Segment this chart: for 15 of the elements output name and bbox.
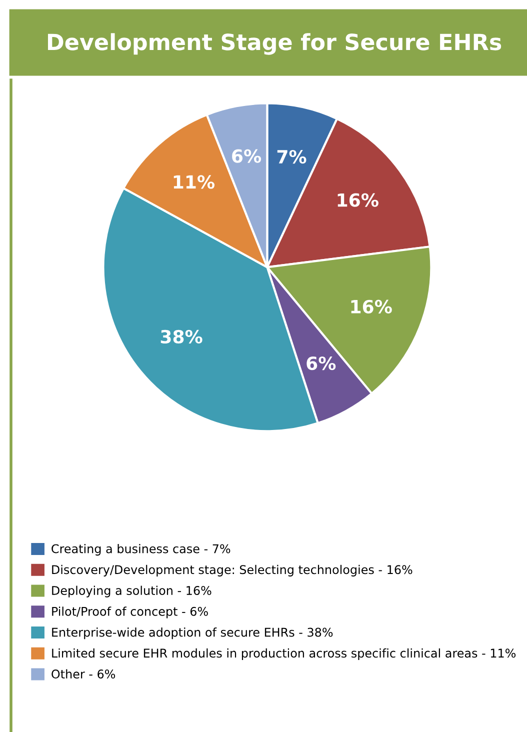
data-label: 11%	[174, 175, 214, 189]
legend-label: Other - 6%	[52, 669, 116, 679]
data-label: 16%	[338, 193, 378, 207]
legend-label: Discovery/Development stage: Selecting technologies - 16%	[52, 564, 412, 576]
data-label: 6%	[306, 356, 336, 370]
chart-title: Development Stage for Secure EHRs	[48, 33, 502, 55]
legend-label: Creating a business case - 7%	[52, 544, 230, 556]
data-label: 6%	[232, 149, 262, 163]
legend-label: Limited secure EHR modules in production across specific clinical areas - 11%	[52, 648, 516, 660]
data-label: 16%	[351, 300, 392, 314]
legend-label: Pilot/Proof of concept - 6%	[52, 606, 208, 618]
legend-label: Deploying a solution - 16%	[52, 586, 212, 598]
data-label: 7%	[277, 150, 306, 164]
legend-label: Enterprise-wide adoption of secure EHRs - 38%	[52, 628, 333, 640]
data-label: 38%	[160, 330, 202, 344]
